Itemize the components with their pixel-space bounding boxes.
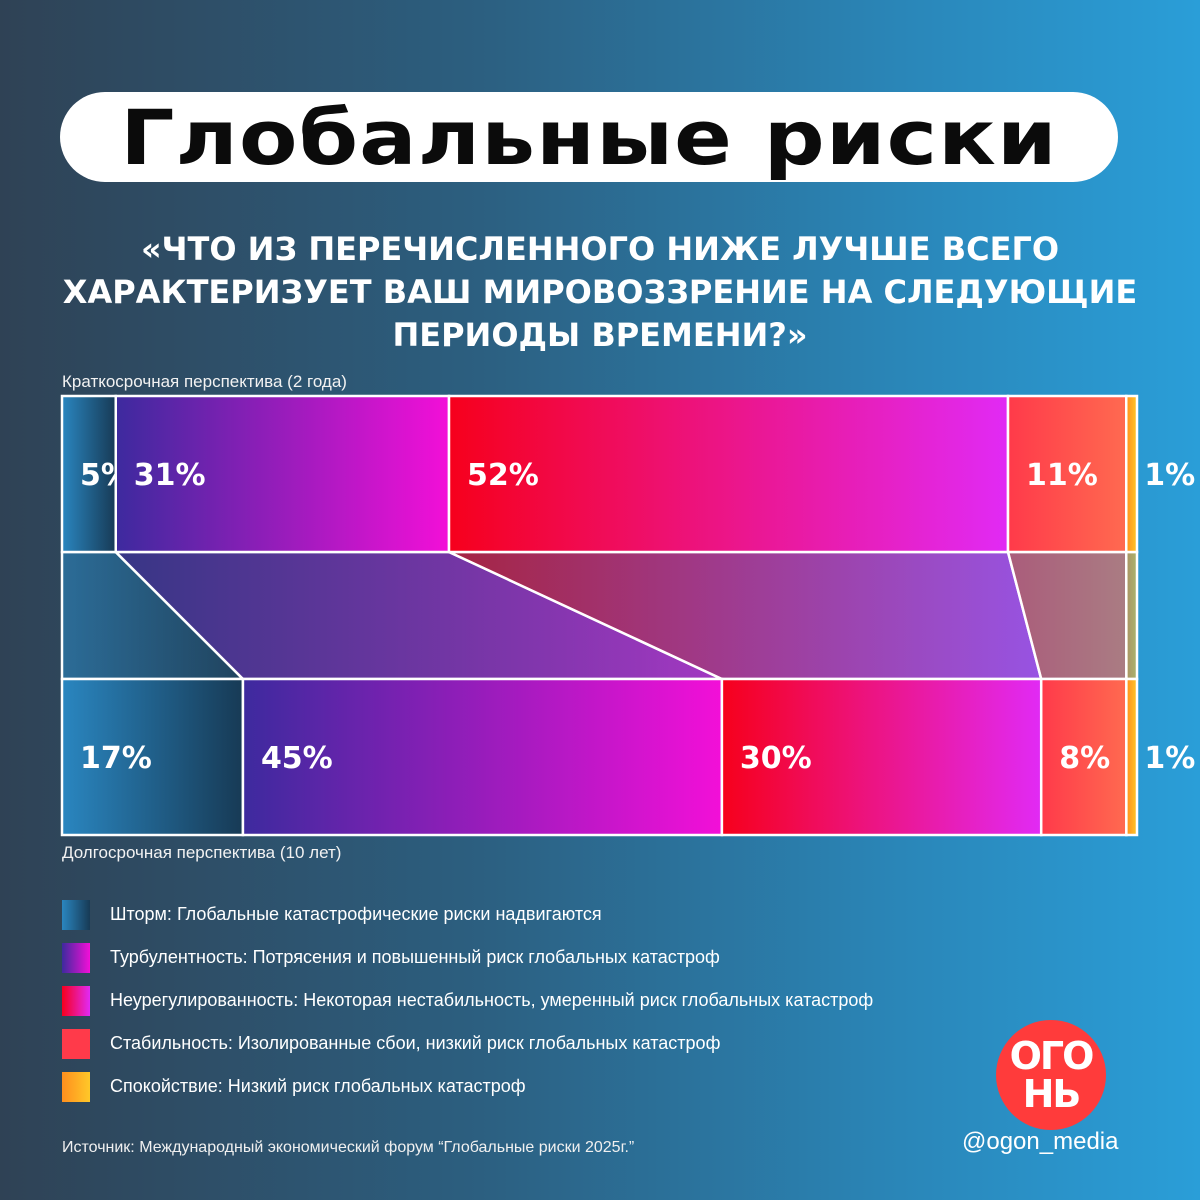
bar-segment bbox=[720, 677, 1043, 837]
short-term-label: Краткосрочная перспектива (2 года) bbox=[62, 372, 347, 391]
bar-segment bbox=[241, 677, 724, 837]
legend-label: Турбулентность: Потрясения и повышенный … bbox=[110, 947, 720, 967]
data-label: 52% bbox=[467, 458, 539, 493]
data-label: 17% bbox=[80, 741, 152, 776]
legend-label: Шторм: Глобальные катастрофические риски… bbox=[110, 904, 602, 924]
data-label: 1% bbox=[1144, 458, 1195, 493]
question-line: ХАРАКТЕРИЗУЕТ ВАШ МИРОВОЗЗРЕНИЕ НА СЛЕДУ… bbox=[62, 273, 1138, 311]
logo-text-top: ОГО bbox=[1009, 1034, 1095, 1078]
legend-item: Спокойствие: Низкий риск глобальных ката… bbox=[62, 1065, 873, 1108]
bar-segment bbox=[1125, 394, 1139, 554]
legend-swatch bbox=[62, 985, 90, 1016]
data-label: 8% bbox=[1059, 741, 1110, 776]
data-label: 11% bbox=[1026, 458, 1098, 493]
legend-label: Неурегулированность: Некоторая нестабиль… bbox=[110, 990, 874, 1010]
ogon-logo: ОГО НЬ bbox=[996, 1020, 1106, 1130]
data-label: 30% bbox=[740, 741, 812, 776]
legend-swatch bbox=[62, 942, 90, 973]
question-line: ПЕРИОДЫ ВРЕМЕНИ?» bbox=[392, 316, 808, 354]
legend-item: Неурегулированность: Некоторая нестабиль… bbox=[62, 979, 873, 1022]
bar-segment bbox=[1039, 677, 1128, 837]
data-label: 45% bbox=[261, 741, 333, 776]
social-handle[interactable]: @ogon_media bbox=[962, 1128, 1119, 1155]
legend-swatch bbox=[62, 899, 90, 930]
bar-segment bbox=[447, 394, 1010, 554]
legend-item: Турбулентность: Потрясения и повышенный … bbox=[62, 936, 873, 979]
legend: Шторм: Глобальные катастрофические риски… bbox=[62, 893, 873, 1108]
bar-segment bbox=[114, 394, 451, 554]
legend-swatch bbox=[62, 1028, 90, 1059]
long-term-label: Долгосрочная перспектива (10 лет) bbox=[62, 843, 342, 862]
flow-connector bbox=[1124, 550, 1139, 681]
legend-label: Стабильность: Изолированные сбои, низкий… bbox=[110, 1033, 721, 1053]
bar-segment bbox=[60, 394, 117, 554]
legend-label: Спокойствие: Низкий риск глобальных ката… bbox=[110, 1076, 526, 1096]
legend-swatch bbox=[62, 1071, 90, 1102]
source-note: Источник: Международный экономический фо… bbox=[62, 1139, 635, 1156]
legend-item: Шторм: Глобальные катастрофические риски… bbox=[62, 893, 873, 936]
logo-text-bottom: НЬ bbox=[1022, 1072, 1082, 1116]
page-title: Глобальные риски bbox=[120, 92, 1058, 182]
survey-question: «ЧТО ИЗ ПЕРЕЧИСЛЕННОГО НИЖЕ ЛУЧШЕ ВСЕГО … bbox=[40, 228, 1160, 357]
data-label: 31% bbox=[134, 458, 206, 493]
legend-item: Стабильность: Изолированные сбои, низкий… bbox=[62, 1022, 873, 1065]
title-pill: Глобальные риски bbox=[60, 92, 1118, 182]
bar-segment bbox=[1125, 677, 1139, 837]
question-line: «ЧТО ИЗ ПЕРЕЧИСЛЕННОГО НИЖЕ ЛУЧШЕ ВСЕГО bbox=[140, 230, 1060, 268]
data-label: 1% bbox=[1144, 741, 1195, 776]
